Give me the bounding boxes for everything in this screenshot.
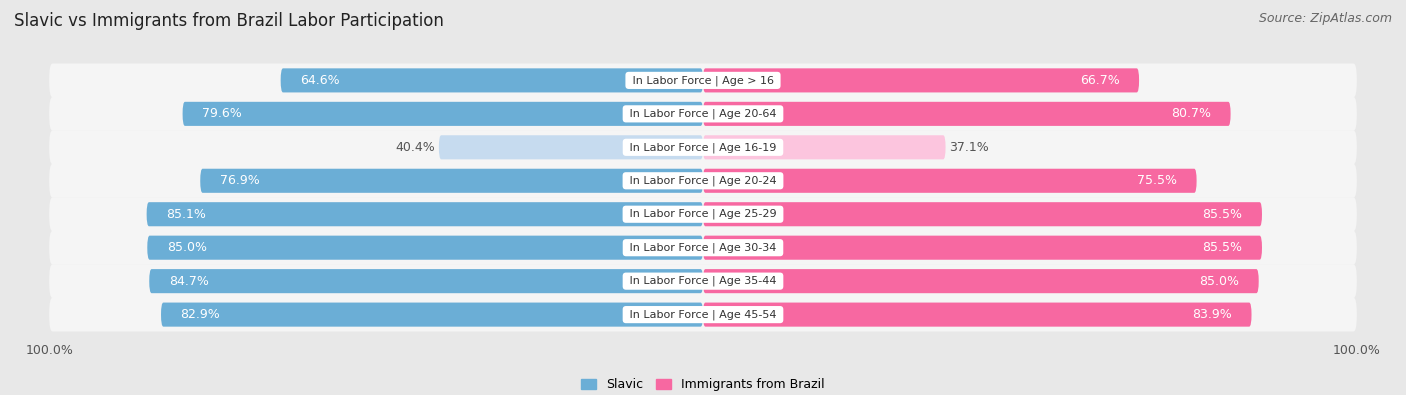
Text: In Labor Force | Age > 16: In Labor Force | Age > 16 bbox=[628, 75, 778, 86]
FancyBboxPatch shape bbox=[703, 68, 1139, 92]
Text: 83.9%: 83.9% bbox=[1192, 308, 1232, 321]
Legend: Slavic, Immigrants from Brazil: Slavic, Immigrants from Brazil bbox=[576, 373, 830, 395]
Text: In Labor Force | Age 35-44: In Labor Force | Age 35-44 bbox=[626, 276, 780, 286]
FancyBboxPatch shape bbox=[703, 102, 1230, 126]
Text: In Labor Force | Age 45-54: In Labor Force | Age 45-54 bbox=[626, 309, 780, 320]
FancyBboxPatch shape bbox=[49, 298, 1357, 331]
Text: In Labor Force | Age 20-24: In Labor Force | Age 20-24 bbox=[626, 175, 780, 186]
Text: Source: ZipAtlas.com: Source: ZipAtlas.com bbox=[1258, 12, 1392, 25]
FancyBboxPatch shape bbox=[703, 135, 946, 159]
Text: 85.5%: 85.5% bbox=[1202, 241, 1243, 254]
Text: In Labor Force | Age 30-34: In Labor Force | Age 30-34 bbox=[626, 243, 780, 253]
FancyBboxPatch shape bbox=[703, 303, 1251, 327]
Text: 80.7%: 80.7% bbox=[1171, 107, 1211, 120]
FancyBboxPatch shape bbox=[162, 303, 703, 327]
FancyBboxPatch shape bbox=[49, 97, 1357, 131]
Text: 76.9%: 76.9% bbox=[219, 174, 260, 187]
FancyBboxPatch shape bbox=[703, 169, 1197, 193]
Text: 84.7%: 84.7% bbox=[169, 275, 208, 288]
Text: Slavic vs Immigrants from Brazil Labor Participation: Slavic vs Immigrants from Brazil Labor P… bbox=[14, 12, 444, 30]
Text: 82.9%: 82.9% bbox=[180, 308, 221, 321]
FancyBboxPatch shape bbox=[703, 202, 1263, 226]
Text: 37.1%: 37.1% bbox=[949, 141, 988, 154]
FancyBboxPatch shape bbox=[200, 169, 703, 193]
FancyBboxPatch shape bbox=[703, 236, 1263, 260]
Text: 79.6%: 79.6% bbox=[202, 107, 242, 120]
Text: 85.5%: 85.5% bbox=[1202, 208, 1243, 221]
FancyBboxPatch shape bbox=[703, 269, 1258, 293]
FancyBboxPatch shape bbox=[49, 164, 1357, 198]
Text: 40.4%: 40.4% bbox=[396, 141, 436, 154]
Text: 85.1%: 85.1% bbox=[166, 208, 207, 221]
Text: 75.5%: 75.5% bbox=[1137, 174, 1177, 187]
Text: In Labor Force | Age 25-29: In Labor Force | Age 25-29 bbox=[626, 209, 780, 220]
Text: In Labor Force | Age 20-64: In Labor Force | Age 20-64 bbox=[626, 109, 780, 119]
FancyBboxPatch shape bbox=[49, 231, 1357, 265]
FancyBboxPatch shape bbox=[49, 130, 1357, 164]
FancyBboxPatch shape bbox=[149, 269, 703, 293]
FancyBboxPatch shape bbox=[49, 64, 1357, 97]
Text: 85.0%: 85.0% bbox=[1199, 275, 1239, 288]
Text: 66.7%: 66.7% bbox=[1080, 74, 1119, 87]
FancyBboxPatch shape bbox=[183, 102, 703, 126]
FancyBboxPatch shape bbox=[146, 202, 703, 226]
Text: 85.0%: 85.0% bbox=[167, 241, 207, 254]
Text: 64.6%: 64.6% bbox=[301, 74, 340, 87]
FancyBboxPatch shape bbox=[49, 264, 1357, 298]
Text: In Labor Force | Age 16-19: In Labor Force | Age 16-19 bbox=[626, 142, 780, 152]
FancyBboxPatch shape bbox=[439, 135, 703, 159]
FancyBboxPatch shape bbox=[281, 68, 703, 92]
FancyBboxPatch shape bbox=[49, 198, 1357, 231]
FancyBboxPatch shape bbox=[148, 236, 703, 260]
